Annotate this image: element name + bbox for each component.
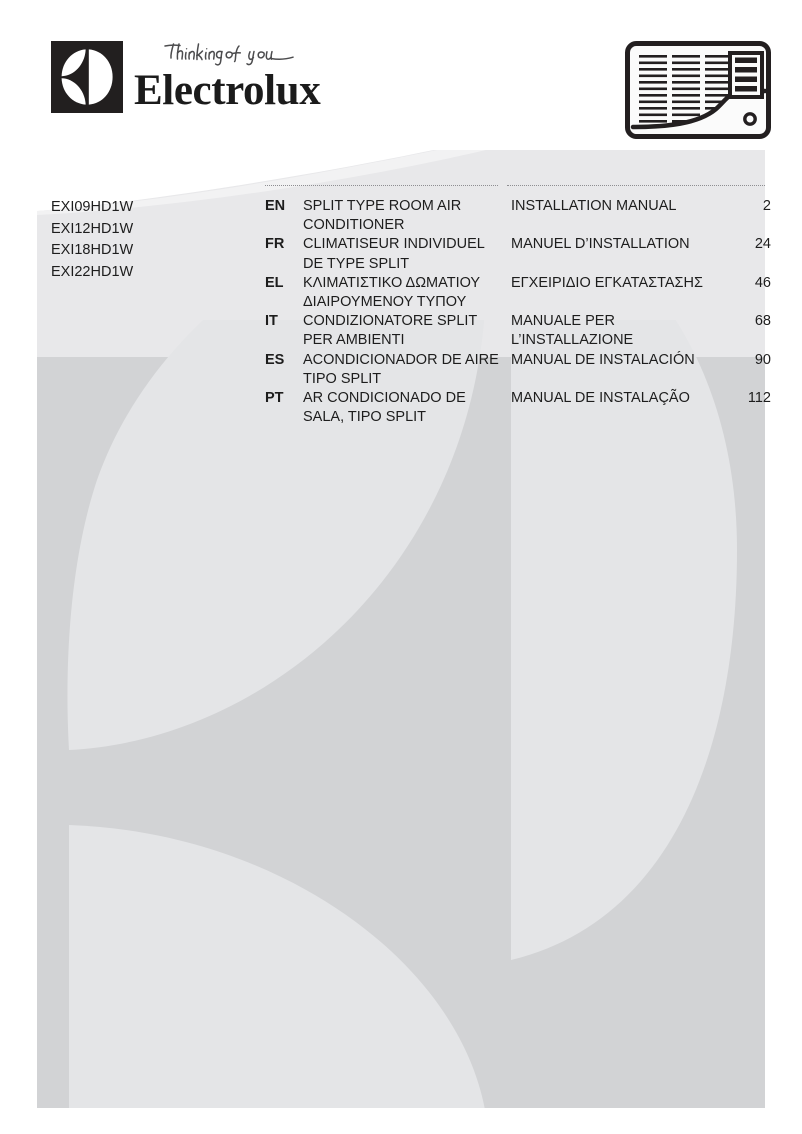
page-number: 46 (754, 274, 771, 291)
manual-title: INSTALLATION MANUAL (511, 198, 677, 214)
model-number: EXI22HD1W (51, 263, 134, 280)
background-panel (37, 145, 765, 1108)
language-code: EL (265, 274, 284, 291)
table-row: EL ΚΛΙΜΑΤΙΣΤΙΚΟ ΔΩΜΑΤΙΟΥ ΔΙΑΙΡΟΥΜΕΝΟΥ ΤΥ… (265, 274, 771, 312)
product-name: CONDIZIONATORE SPLIT PER AMBIENTI (303, 313, 478, 349)
dotted-rule-left (265, 185, 498, 187)
product-name: ΚΛΙΜΑΤΙΣΤΙΚΟ ΔΩΜΑΤΙΟΥ ΔΙΑΙΡΟΥΜΕΝΟΥ ΤΥΠΟΥ (303, 274, 480, 311)
page-number: 90 (754, 351, 771, 368)
page-header: Electrolux (0, 0, 802, 150)
language-code: PT (265, 390, 284, 407)
language-code: IT (265, 313, 278, 330)
manual-title: MANUAL DE INSTALAÇÃO (511, 390, 690, 407)
model-number: EXI09HD1W (51, 199, 134, 215)
brand-logo: Electrolux (51, 41, 321, 114)
cover-content: EXI09HD1W EXI12HD1W EXI18HD1W EXI22HD1W … (37, 145, 771, 1108)
manual-title: ΕΓΧΕΙΡΙΔΙΟ ΕΓΚΑΤΑΣΤΑΣΗΣ (511, 274, 703, 291)
language-code: ES (265, 351, 285, 368)
model-number: EXI18HD1W (51, 242, 134, 258)
model-number-list: EXI09HD1W EXI12HD1W EXI18HD1W EXI22HD1W (51, 197, 133, 283)
table-row: IT CONDIZIONATORE SPLIT PER AMBIENTI MAN… (265, 312, 771, 350)
model-number: EXI12HD1W (51, 220, 134, 237)
manual-title: MANUEL D’INSTALLATION (511, 236, 690, 253)
dotted-rule-right (507, 185, 765, 187)
table-row: ES ACONDICIONADOR DE AIRE TIPO SPLIT MAN… (265, 351, 771, 389)
electrolux-logomark-icon (51, 41, 123, 113)
manual-title: MANUAL DE INSTALACIÓN (511, 351, 695, 368)
table-row: PT AR CONDICIONADO DE SALA, TIPO SPLIT M… (265, 389, 771, 427)
page-number: 24 (754, 236, 771, 253)
tagline-thinking-of-you (162, 40, 322, 66)
brand-wordmark: Electrolux (134, 67, 321, 114)
language-code: FR (265, 236, 285, 253)
product-name: ACONDICIONADOR DE AIRE TIPO SPLIT (303, 351, 499, 387)
brand-wordblock: Electrolux (134, 43, 321, 114)
air-conditioner-unit-icon (624, 40, 772, 140)
manual-title: MANUALE PER L’INSTALLAZIONE (511, 313, 634, 349)
page-number: 112 (747, 390, 771, 407)
page-number: 68 (754, 313, 771, 330)
language-manual-table: EN SPLIT TYPE ROOM AIR CONDITIONER INSTA… (265, 197, 771, 427)
language-code: EN (265, 198, 286, 214)
product-name: AR CONDICIONADO DE SALA, TIPO SPLIT (303, 390, 466, 426)
page-number: 2 (762, 198, 771, 214)
swoosh-decoration (37, 145, 765, 215)
product-name: CLIMATISEUR INDIVIDUEL DE TYPE SPLIT (303, 236, 485, 272)
product-name: SPLIT TYPE ROOM AIR CONDITIONER (303, 198, 462, 234)
table-row: FR CLIMATISEUR INDIVIDUEL DE TYPE SPLIT … (265, 235, 771, 273)
table-row: EN SPLIT TYPE ROOM AIR CONDITIONER INSTA… (265, 197, 771, 235)
electrolux-logomark-watermark-icon (37, 320, 765, 1108)
